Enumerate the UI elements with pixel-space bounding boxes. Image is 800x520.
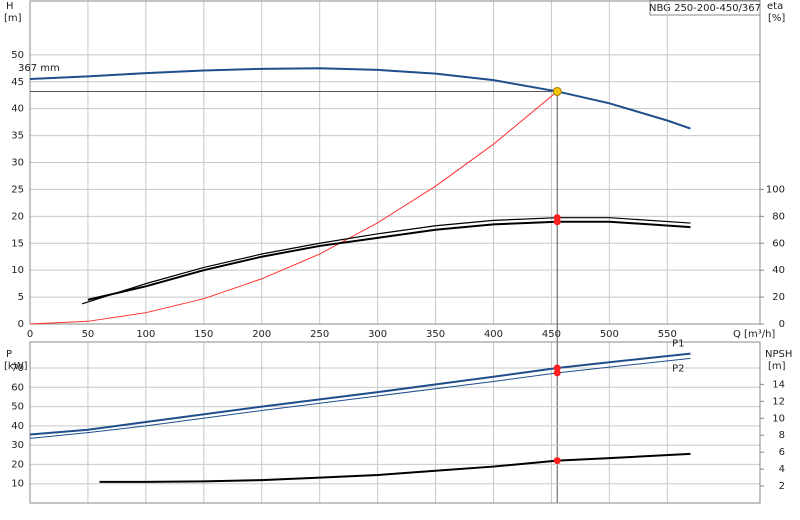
plot-frame (29, 341, 761, 504)
y2-tick-label: 14 (772, 379, 785, 390)
y-tick-label: 40 (11, 421, 24, 432)
y2-label: NPSH (765, 349, 792, 360)
duty-point (552, 86, 562, 96)
y2-tick-label: 100 (766, 184, 785, 195)
plot-frame (29, 0, 761, 325)
x-tick-label: 500 (600, 329, 619, 340)
y-tick-label: 50 (11, 402, 24, 413)
y2-tick-label: 6 (779, 447, 785, 458)
y2-tick-label: 4 (779, 464, 785, 475)
curve (99, 452, 691, 483)
x-tick-label: 300 (368, 329, 387, 340)
curve (29, 67, 691, 130)
y2-tick-label: 20 (772, 292, 785, 303)
y2-label: eta (767, 1, 783, 12)
x-tick-label: 400 (484, 329, 503, 340)
y-tick-label: 5 (18, 292, 24, 303)
y-tick-label: 50 (11, 50, 24, 61)
y-tick-label: 10 (11, 265, 24, 276)
y-tick-label: 10 (11, 479, 24, 490)
y2-tick-label: 80 (772, 211, 785, 222)
x-tick-label: 550 (658, 329, 677, 340)
x-tick-label: 50 (82, 329, 95, 340)
y2-tick-label: 60 (772, 238, 785, 249)
curve (29, 357, 691, 439)
curve (29, 91, 558, 325)
x-label: Q [m³/h] (733, 329, 775, 340)
y2-tick-label: 40 (772, 265, 785, 276)
curve (87, 220, 691, 301)
y-tick-label: 40 (11, 104, 24, 115)
y-tick-label: 60 (11, 382, 24, 393)
y2-tick-label: 10 (772, 413, 785, 424)
y-tick-label: 45 (11, 77, 24, 88)
series-label: 367 mm (18, 63, 60, 74)
x-tick-label: 0 (27, 329, 33, 340)
duty-dot (553, 457, 561, 465)
x-tick-label: 150 (194, 329, 213, 340)
y-tick-label: 0 (18, 319, 24, 330)
y-tick-label: 20 (11, 459, 24, 470)
y-tick-label: 15 (11, 238, 24, 249)
y-tick-label: 30 (11, 158, 24, 169)
x-tick-label: 100 (136, 329, 155, 340)
y-unit: [kW] (4, 361, 28, 372)
y-tick-label: 25 (11, 184, 24, 195)
y-tick-label: 70 (11, 363, 24, 374)
y-label: H (6, 1, 14, 12)
chart-title: NBG 250-200-450/367 (649, 3, 761, 14)
duty-dot (553, 369, 561, 377)
y2-unit: [%] (768, 13, 785, 24)
y2-tick-label: 12 (772, 396, 785, 407)
duty-dot (553, 218, 561, 226)
y2-unit: [m] (768, 361, 786, 372)
y2-tick-label: 2 (779, 481, 785, 492)
y-tick-label: 35 (11, 131, 24, 142)
x-tick-label: 250 (310, 329, 329, 340)
y-tick-label: 30 (11, 440, 24, 451)
series-label: P2 (672, 363, 684, 374)
x-tick-label: 200 (252, 329, 271, 340)
y-tick-label: 20 (11, 211, 24, 222)
curve (81, 217, 691, 305)
duty-dot (553, 364, 561, 372)
y-label: P (6, 349, 12, 360)
y2-tick-label: 8 (779, 430, 785, 441)
x-tick-label: 450 (542, 329, 561, 340)
y2-tick-label: 0 (779, 319, 785, 330)
curve (29, 352, 691, 436)
y-unit: [m] (4, 13, 22, 24)
x-tick-label: 350 (426, 329, 445, 340)
series-label: P1 (672, 339, 684, 350)
